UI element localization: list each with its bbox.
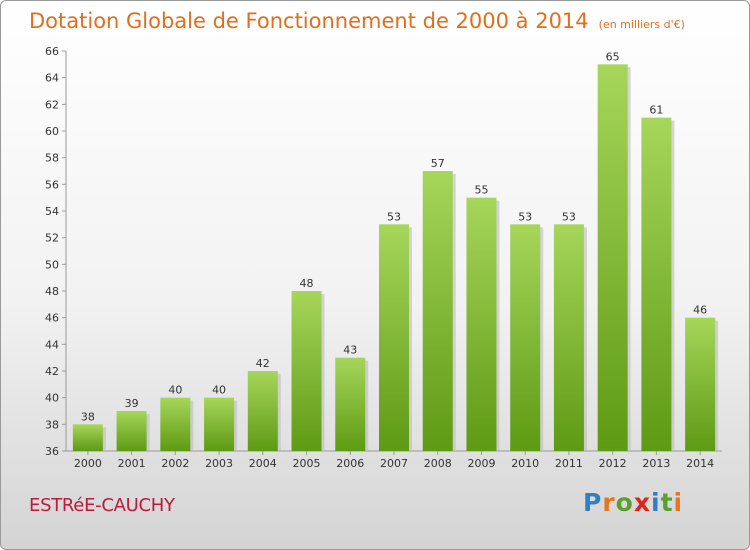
x-tick-label: 2014 — [686, 457, 714, 470]
y-tick-label: 44 — [45, 338, 59, 351]
x-tick-label: 2009 — [467, 457, 495, 470]
proxiti-logo: Proxiti — [583, 488, 683, 517]
bar-2004 — [247, 371, 278, 451]
bar-2012 — [597, 64, 628, 452]
y-tick-label: 58 — [45, 152, 59, 165]
bar-2005 — [291, 291, 322, 451]
bar-value-label: 53 — [387, 210, 401, 223]
x-tick-label: 2001 — [118, 457, 146, 470]
y-tick-label: 56 — [45, 178, 59, 191]
logo-letter: t — [660, 488, 674, 517]
bar-value-label: 38 — [81, 410, 95, 423]
bar-2013 — [641, 117, 672, 452]
logo-letter: r — [602, 488, 616, 517]
bar-2008 — [422, 171, 453, 451]
bar-value-label: 46 — [693, 304, 707, 317]
x-tick-label: 2006 — [336, 457, 364, 470]
chart-title-text: Dotation Globale de Fonctionnement de 20… — [29, 9, 589, 33]
x-tick-label: 2008 — [424, 457, 452, 470]
bar-value-label: 39 — [125, 397, 139, 410]
chart-subtitle: (en milliers d'€) — [598, 18, 685, 31]
commune-name: ESTRéE-CAUCHY — [29, 495, 175, 516]
bar-2000 — [72, 424, 103, 451]
bar-2001 — [116, 411, 147, 451]
bar-value-label: 61 — [649, 104, 663, 117]
bar-value-label: 40 — [212, 384, 226, 397]
bar-value-label: 40 — [168, 384, 182, 397]
y-tick-label: 42 — [45, 365, 59, 378]
chart-bars: 38 39 40 40 42 48 43 53 57 55 53 53 65 61 46 — [72, 50, 719, 452]
logo-letter: i — [651, 488, 661, 517]
x-tick-label: 2007 — [380, 457, 408, 470]
y-tick-label: 62 — [45, 98, 59, 111]
y-tick-label: 50 — [45, 258, 59, 271]
bar-value-label: 55 — [474, 184, 488, 197]
y-tick-label: 52 — [45, 232, 59, 245]
bar-2009 — [466, 197, 497, 451]
logo-letter: P — [583, 488, 603, 517]
bar-value-label: 57 — [431, 157, 445, 170]
bar-2007 — [379, 224, 409, 451]
x-tick-label: 2005 — [293, 457, 321, 470]
bar-value-label: 43 — [343, 344, 357, 357]
x-tick-label: 2000 — [74, 457, 102, 470]
x-tick-label: 2003 — [205, 457, 233, 470]
logo-letter: x — [633, 488, 651, 517]
x-tick-label: 2012 — [599, 457, 627, 470]
y-tick-label: 36 — [45, 445, 59, 458]
x-tick-label: 2011 — [555, 457, 583, 470]
bar-value-label: 42 — [256, 357, 270, 370]
bar-2010 — [510, 224, 541, 451]
bar-2011 — [553, 224, 584, 451]
x-tick-label: 2010 — [511, 457, 539, 470]
bar-value-label: 48 — [300, 277, 314, 290]
bar-2003 — [204, 397, 235, 451]
bar-value-label: 65 — [606, 50, 620, 63]
x-tick-label: 2004 — [249, 457, 277, 470]
y-tick-label: 64 — [45, 72, 59, 85]
y-tick-label: 40 — [45, 392, 59, 405]
y-tick-label: 48 — [45, 285, 59, 298]
y-tick-label: 46 — [45, 312, 59, 325]
bar-2014 — [685, 317, 716, 451]
y-tick-label: 66 — [45, 45, 59, 58]
y-tick-label: 54 — [45, 205, 59, 218]
chart-axes: 36 38 40 42 44 46 48 50 52 54 56 58 60 62 64 66 2000 2001… — [45, 45, 722, 470]
bar-value-label: 53 — [562, 210, 576, 223]
y-tick-label: 60 — [45, 125, 59, 138]
bar-value-label: 53 — [518, 210, 532, 223]
bar-2006 — [335, 357, 366, 451]
logo-letter: o — [615, 488, 634, 517]
x-tick-label: 2013 — [642, 457, 670, 470]
y-tick-label: 38 — [45, 418, 59, 431]
x-tick-label: 2002 — [161, 457, 189, 470]
chart-title: Dotation Globale de Fonctionnement de 20… — [29, 9, 685, 33]
logo-letter: i — [673, 488, 684, 517]
bar-2002 — [160, 397, 191, 451]
